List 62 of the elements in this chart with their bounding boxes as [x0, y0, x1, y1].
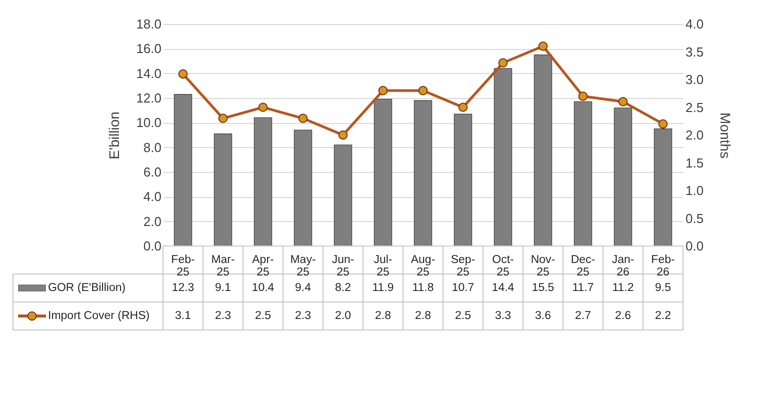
- data-label: 2.5: [255, 310, 271, 322]
- y2-tick-label: 4.0: [686, 16, 704, 32]
- y2-tick-label: 0.0: [686, 238, 704, 254]
- data-label: 3.6: [535, 310, 551, 322]
- data-label: 15.5: [532, 282, 554, 294]
- x-tick-label: Jun-25: [332, 254, 354, 278]
- data-label: 2.0: [335, 310, 351, 322]
- data-label: 2.3: [215, 310, 231, 322]
- y2-axis-title: Months: [718, 112, 734, 158]
- data-label: 10.7: [452, 282, 474, 294]
- x-tick-label: Oct-25: [492, 254, 514, 278]
- x-tick-label: Jan-26: [612, 254, 634, 278]
- y-tick-label: 2.0: [143, 214, 162, 229]
- data-label: 9.4: [295, 282, 312, 294]
- y-tick-label: 14.0: [136, 66, 162, 81]
- data-label: 8.2: [335, 282, 351, 294]
- data-label: 10.4: [252, 282, 275, 294]
- legend-label: Import Cover (RHS): [48, 310, 150, 322]
- x-tick-label: Aug-25: [410, 254, 436, 278]
- y-tick-label: 16.0: [136, 41, 162, 56]
- y2-tick-label: 0.5: [686, 210, 704, 226]
- x-tick-label: Sep-25: [450, 254, 476, 278]
- y-axis-title: E'billion: [106, 112, 122, 160]
- data-label: 2.8: [415, 310, 431, 322]
- y-tick-label: 12.0: [136, 90, 162, 106]
- x-tick-label: May-25: [290, 254, 316, 278]
- legend-label: GOR (E'Billion): [48, 282, 126, 294]
- x-tick-label: Dec-25: [570, 254, 596, 278]
- y-tick-label: 18.0: [136, 16, 162, 32]
- data-label: 14.4: [492, 282, 515, 294]
- x-tick-label: Feb-26: [651, 254, 675, 278]
- y-tick-label: 6.0: [143, 164, 162, 180]
- y-tick-label: 8.0: [143, 140, 162, 155]
- x-tick-label: Apr-25: [252, 254, 274, 278]
- data-label: 2.7: [575, 310, 591, 322]
- data-label: 9.5: [655, 282, 671, 294]
- x-tick-label: Nov-25: [530, 254, 556, 278]
- data-label: 2.8: [375, 310, 391, 322]
- data-label: 2.3: [295, 310, 311, 322]
- data-label: 9.1: [215, 282, 231, 294]
- y2-tick-label: 3.5: [686, 44, 704, 60]
- x-tick-label: Mar-25: [211, 254, 235, 278]
- data-label: 2.2: [655, 310, 671, 322]
- y2-tick-label: 1.0: [686, 183, 704, 198]
- y-tick-label: 0.0: [143, 238, 162, 254]
- x-tick-label: Feb-25: [171, 254, 195, 278]
- data-label: 11.8: [412, 282, 434, 294]
- data-label: 11.2: [612, 282, 634, 294]
- y-tick-label: 10.0: [136, 115, 162, 130]
- data-label: 11.9: [372, 282, 394, 294]
- y-tick-label: 4.0: [143, 189, 162, 204]
- data-label: 2.6: [615, 310, 631, 322]
- y2-tick-label: 1.5: [686, 155, 704, 170]
- data-label: 3.3: [495, 310, 511, 322]
- data-label: 3.1: [175, 310, 191, 322]
- y2-tick-label: 2.5: [686, 100, 704, 115]
- y2-tick-label: 2.0: [686, 128, 704, 142]
- data-label: 2.5: [455, 310, 471, 322]
- y2-tick-label: 3.0: [686, 72, 704, 87]
- data-label: 12.3: [172, 282, 194, 294]
- data-label: 11.7: [572, 282, 594, 294]
- x-tick-label: Jul-25: [374, 254, 392, 278]
